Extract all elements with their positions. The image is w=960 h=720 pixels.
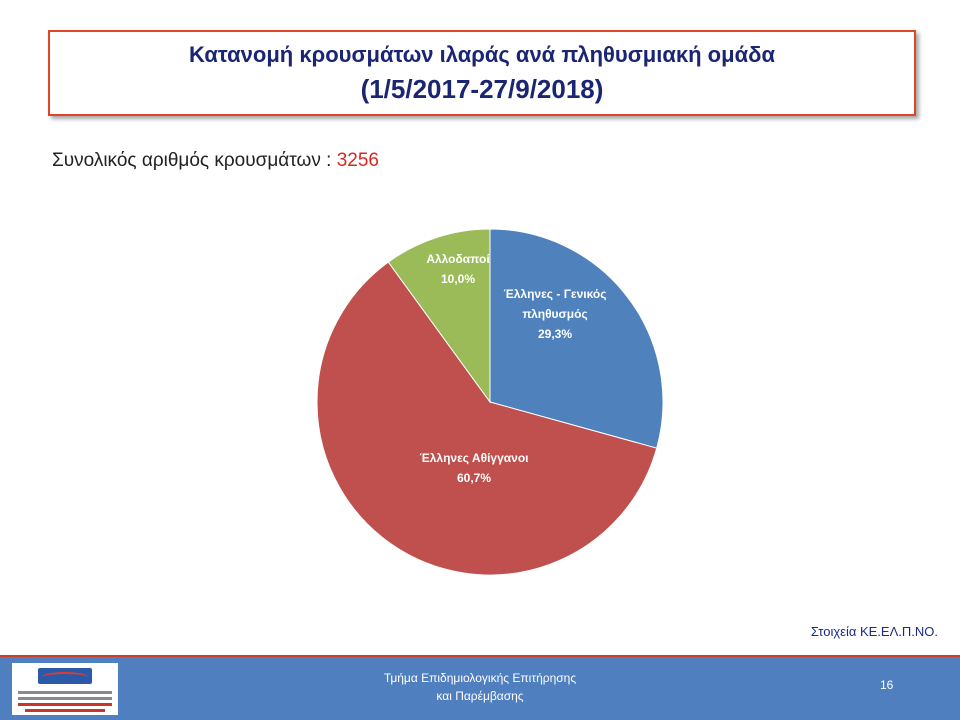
data-label-general-population: Έλληνες - Γενικός πληθυσμός 29,3% [504, 287, 607, 341]
page-number: 16 [880, 678, 894, 692]
slide-date-range: (1/5/2017-27/9/2018) [360, 74, 604, 104]
title-box: Κατανομή κρουσμάτων ιλαράς ανά πληθυσμια… [48, 30, 916, 116]
organization-logo [12, 663, 118, 715]
pie-slice-general-population [489, 228, 664, 449]
total-cases-label: Συνολικός αριθμός κρουσμάτων : [52, 150, 337, 171]
pie-chart: Έλληνες - Γενικός πληθυσμός 29,3% Έλληνες Α… [316, 228, 664, 576]
footer-department: Τμήμα Επιδημιολογικής Επιτήρησης και Παρ… [300, 669, 660, 705]
pie-slice-foreigners [387, 228, 491, 404]
total-cases: Συνολικός αριθμός κρουσμάτων : 3256 [52, 150, 379, 172]
footer-line-1: Τμήμα Επιδημιολογικής Επιτήρησης [383, 671, 577, 685]
total-cases-value: 3256 [336, 150, 379, 171]
data-label-roma: Έλληνες Αθίγγανοι 60,7% [420, 451, 529, 485]
source-note: Στοιχεία ΚΕ.ΕΛ.Π.ΝΟ. [810, 624, 938, 639]
footer-line-2: και Παρέμβασης [436, 689, 524, 703]
slide-title: Κατανομή κρουσμάτων ιλαράς ανά πληθυσμια… [189, 42, 775, 67]
footer-bar: Τμήμα Επιδημιολογικής Επιτήρησης και Παρ… [0, 655, 960, 720]
pie-slice-roma [316, 261, 658, 576]
data-label-foreigners: Αλλοδαποί 10,0% [426, 252, 489, 286]
